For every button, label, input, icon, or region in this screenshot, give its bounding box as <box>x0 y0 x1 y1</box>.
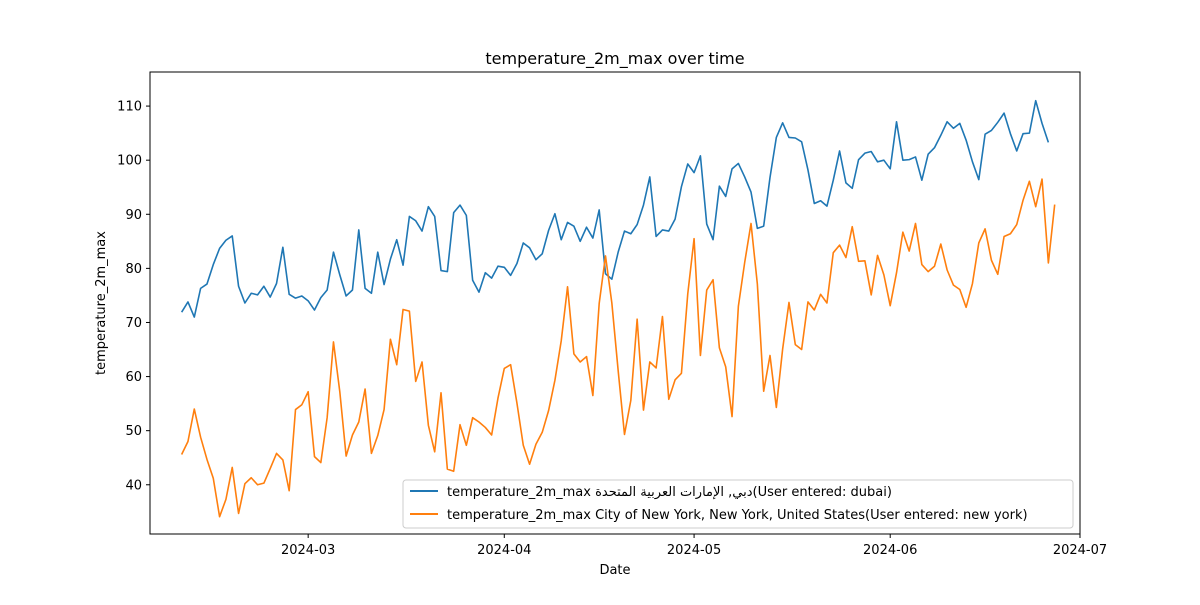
y-tick-label: 100 <box>117 154 142 169</box>
x-tick-label: 2024-04 <box>477 543 531 558</box>
series-line-1 <box>180 178 1056 518</box>
y-tick-label: 50 <box>125 424 142 439</box>
x-axis-label: Date <box>599 563 630 578</box>
x-axis: 2024-03 2024-04 2024-05 2024-06 2024-07 <box>281 534 1107 558</box>
legend-label-new-york: temperature_2m_max City of New York, New… <box>447 508 1028 523</box>
y-axis-label: temperature_2m_max <box>94 231 109 375</box>
y-tick-label: 90 <box>125 208 142 223</box>
y-tick-label: 60 <box>125 370 142 385</box>
legend: temperature_2m_max دبي, الإمارات العربية… <box>402 479 1074 529</box>
axes-frame <box>149 71 1081 535</box>
x-tick-label: 2024-07 <box>1053 543 1107 558</box>
x-tick-label: 2024-06 <box>863 543 917 558</box>
legend-label-dubai: temperature_2m_max دبي, الإمارات العربية… <box>447 485 892 500</box>
plot-area <box>180 99 1056 518</box>
legend-box <box>402 479 1074 529</box>
y-tick-label: 70 <box>125 316 142 331</box>
y-tick-label: 80 <box>125 262 142 277</box>
x-tick-label: 2024-03 <box>281 543 335 558</box>
y-tick-label: 110 <box>117 100 142 115</box>
y-tick-label: 40 <box>125 478 142 493</box>
x-tick-label: 2024-05 <box>667 543 721 558</box>
y-axis: 40 50 60 70 80 90 100 110 <box>117 100 150 493</box>
chart-title: temperature_2m_max over time <box>485 49 744 69</box>
series-line-0 <box>180 99 1050 318</box>
